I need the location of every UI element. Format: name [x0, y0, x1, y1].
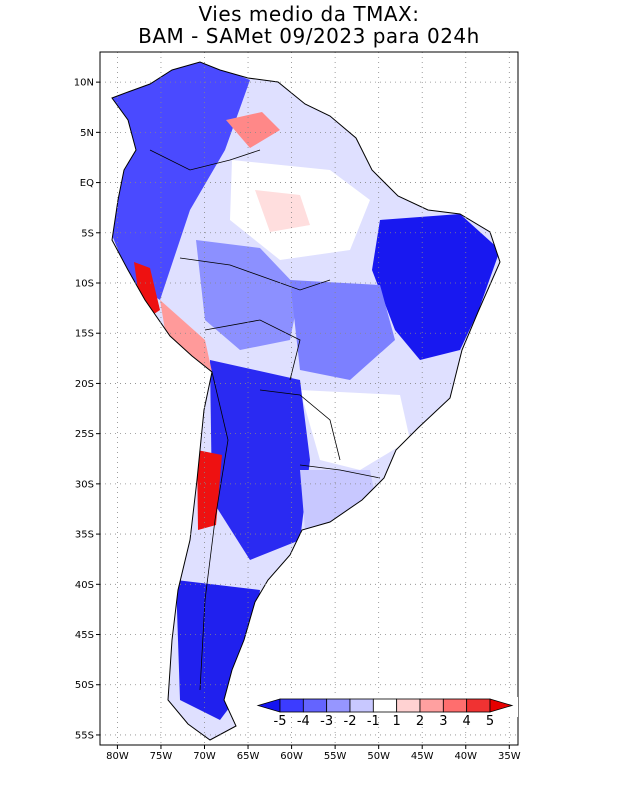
- lon-tick-label: 55W: [324, 751, 347, 762]
- colorbar-label: 5: [486, 714, 494, 729]
- lat-tick-label: 20S: [75, 379, 94, 390]
- colorbar-swatch: [466, 698, 491, 713]
- bias-positive-andes-south-peru: [160, 300, 212, 372]
- colorbar-swatch: [372, 698, 398, 713]
- lat-tick-label: 5N: [80, 128, 94, 139]
- bias-strong-negative-northwest: [112, 62, 250, 300]
- longitude-axis: 80W 75W 70W 65W 60W 55W 50W 45W 40W 35W: [106, 745, 521, 762]
- lat-tick-label: 55S: [75, 730, 94, 741]
- bias-strong-positive-andes-peru: [134, 262, 160, 318]
- bias-weak-negative-uruguay: [300, 470, 380, 540]
- colorbar-label: 1: [393, 714, 401, 729]
- colorbar-swatch: [326, 698, 351, 713]
- bias-neutral-southeast: [300, 390, 410, 470]
- colorbar-swatch: [396, 698, 421, 713]
- bias-strong-negative-patagonia: [176, 580, 260, 720]
- map-title-line2: BAM - SAMet 09/2023 para 024h: [138, 24, 480, 48]
- lat-tick-label: EQ: [80, 178, 94, 189]
- border-line: [299, 464, 381, 479]
- border-line: [179, 257, 331, 291]
- lon-tick-label: 65W: [237, 751, 260, 762]
- lat-tick-label: 35S: [75, 530, 94, 541]
- country-borders: [149, 149, 381, 691]
- lat-tick-label: 10S: [75, 279, 94, 290]
- border-line: [259, 389, 341, 461]
- border-line: [149, 149, 261, 171]
- latitude-axis: 10N 5N EQ 5S 10S 15S 20S 25S 30S 35S 40S 45S 50S 55S: [74, 78, 100, 741]
- colorbar-swatch: [302, 698, 328, 713]
- bias-moderate-negative-west: [196, 240, 300, 350]
- border-line: [204, 319, 301, 381]
- colorbar-swatch: [349, 698, 374, 713]
- map-frame: [99, 51, 519, 746]
- lon-tick-label: 70W: [193, 751, 216, 762]
- lat-tick-label: 40S: [75, 580, 94, 591]
- colorbar-label: 4: [463, 714, 471, 729]
- lat-tick-label: 10N: [74, 78, 94, 89]
- colorbar-swatch: [279, 698, 304, 713]
- lat-tick-label: 25S: [75, 429, 94, 440]
- colorbar-swatch-max: [489, 698, 514, 713]
- colorbar-label: -5: [274, 714, 287, 729]
- bias-strong-positive-andes-chile: [197, 450, 222, 530]
- colorbar-label: 2: [416, 714, 424, 729]
- lon-tick-label: 40W: [454, 751, 477, 762]
- colorbar-swatch: [442, 698, 468, 713]
- bias-strong-negative-northeast: [372, 214, 500, 360]
- lat-tick-label: 15S: [75, 329, 94, 340]
- lon-tick-label: 60W: [280, 751, 303, 762]
- colorbar-label: -1: [367, 714, 380, 729]
- bias-strong-negative-argentina-north: [210, 360, 310, 560]
- colorbar: -5 -4 -3 -2 -1 1 2 3 4 5: [254, 697, 518, 729]
- map-grid: [100, 52, 518, 745]
- lon-tick-label: 45W: [411, 751, 434, 762]
- bias-moderate-negative-central: [290, 280, 395, 380]
- colorbar-label: -4: [297, 714, 310, 729]
- colorbar-label: 3: [439, 714, 447, 729]
- lon-tick-label: 80W: [106, 751, 129, 762]
- border-line: [199, 371, 229, 691]
- lat-tick-label: 5S: [81, 228, 94, 239]
- lon-tick-label: 50W: [367, 751, 390, 762]
- colorbar-swatch: [419, 698, 444, 713]
- lat-tick-label: 30S: [75, 479, 94, 490]
- bias-field: [112, 62, 500, 740]
- colorbar-label: -2: [344, 714, 357, 729]
- lon-tick-label: 35W: [498, 751, 521, 762]
- colorbar-label: -3: [320, 714, 333, 729]
- lon-tick-label: 75W: [150, 751, 173, 762]
- lat-tick-label: 45S: [75, 630, 94, 641]
- bias-weak-positive-amazon: [255, 190, 310, 232]
- map-title-line1: Vies medio da TMAX:: [198, 2, 420, 26]
- bias-positive-venezuela: [226, 112, 280, 148]
- lat-tick-label: 50S: [75, 680, 94, 691]
